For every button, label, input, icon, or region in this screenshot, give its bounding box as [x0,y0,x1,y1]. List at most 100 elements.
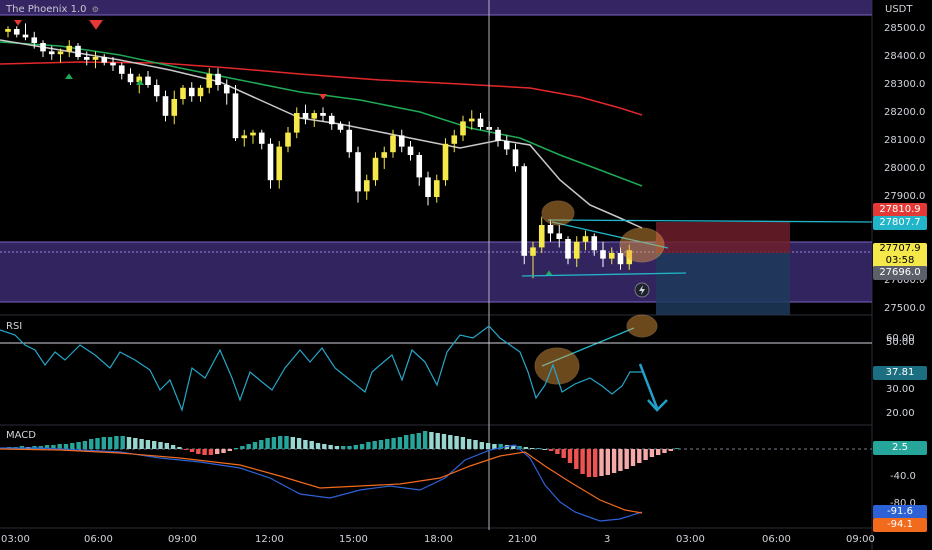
ema-slow-line [0,61,643,116]
candle-body [136,76,143,83]
candle-body [57,51,64,55]
macd-histogram-bar [63,444,69,449]
macd-hist-tag: 2.5 [873,441,927,455]
candle-body [188,87,195,97]
macd-histogram-bar [429,432,434,449]
macd-histogram-bar [196,449,201,454]
candle-body [171,99,178,116]
candle-body [258,132,265,144]
signal-line [0,448,643,514]
candle-body [617,253,624,265]
macd-histogram-bar [599,449,604,476]
buy-signal-marker [545,270,553,276]
macd-histogram-bar [158,442,163,449]
macd-line-tag: -91.6 [873,505,927,519]
time-tick: 09:00 [168,534,197,545]
indicator-settings-icon[interactable]: ⚙ [91,5,99,14]
macd-histogram-bar [492,444,497,449]
macd-histogram-bar [233,448,239,449]
candle-body [250,132,256,136]
time-tick: 03:00 [1,534,30,545]
macd-histogram-bar [586,449,592,477]
candle-body [302,113,309,119]
macd-histogram-bar [441,434,447,449]
macd-histogram-bar [95,438,100,449]
bar-countdown: 03:58 [885,255,915,266]
macd-histogram-bar [51,445,56,449]
macd-histogram-bar [467,439,472,449]
macd-histogram-bar [366,442,371,449]
price-tick: 28500.0 [884,23,926,34]
indicator-name: The Phoenix 1.0 [6,4,87,15]
macd-tick: -80.0 [890,498,916,509]
macd-histogram-bar [240,446,245,449]
candle-body [232,93,239,139]
stop-loss-area [656,222,790,253]
macd-histogram-bar [44,445,50,449]
macd-histogram-bar [309,441,314,449]
time-tick: 15:00 [339,534,368,545]
candle-body [416,155,423,178]
macd-label[interactable]: MACD [6,430,36,441]
candle-body [241,135,248,139]
highlight-circle [541,200,575,226]
candle-body [355,152,361,192]
candle-body [22,34,29,38]
highlight-circle [626,314,658,338]
lightning-icon [639,285,645,295]
candle-body [276,146,283,181]
macd-histogram-bar [202,449,207,455]
rsi-divergence-line [541,327,635,367]
rsi-line [0,325,642,412]
candle-body [40,43,46,52]
rsi-label[interactable]: RSI [6,321,23,332]
macd-histogram-bar [221,449,226,453]
macd-histogram-bar [523,447,529,449]
macd-histogram-bar [76,442,81,449]
macd-histogram-bar [485,443,491,449]
candle-body [66,45,73,52]
macd-histogram-bar [404,435,409,449]
candle-body [600,250,606,259]
sell-signal-marker [319,94,327,100]
macd-histogram-bar [120,436,125,449]
sell-signal-marker [89,20,103,30]
highlight-circle [619,227,665,263]
macd-histogram-bar [57,444,62,449]
macd-histogram-bar [208,449,214,455]
candle-body [591,236,598,251]
candle-body [75,45,81,57]
time-tick: 06:00 [84,534,113,545]
macd-histogram-bar [353,445,358,449]
macd-histogram-bar [668,449,673,451]
time-tick: 18:00 [424,534,453,545]
macd-histogram-bar [416,433,421,449]
candle-body [556,233,563,239]
rsi-tick: 30.00 [886,384,915,395]
macd-histogram-bar [479,442,484,449]
macd-histogram-bar [114,436,119,449]
macd-histogram-bar [498,444,503,449]
candle-body [337,124,344,130]
candle-body [451,135,458,144]
candle-body [293,113,300,133]
ema-fast-line [0,39,643,229]
price-tick: 28000.0 [884,163,926,174]
time-tick: 03:00 [676,534,705,545]
time-tick: 3 [604,534,611,545]
indicator-title[interactable]: The Phoenix 1.0 ⚙ [6,4,99,15]
candle-body [512,149,519,167]
macd-histogram-bar [315,443,321,449]
rsi-tick: 60.00 [886,333,915,344]
candle-body [346,129,353,153]
resistance-line [547,219,873,223]
price-tick: 27600.0 [884,275,926,286]
candle-body [153,85,160,97]
macd-histogram-bar [133,438,138,449]
macd-histogram-bar [278,436,283,449]
candle-body [398,135,405,147]
macd-histogram-bar [511,446,516,449]
macd-histogram-bar [107,437,113,449]
